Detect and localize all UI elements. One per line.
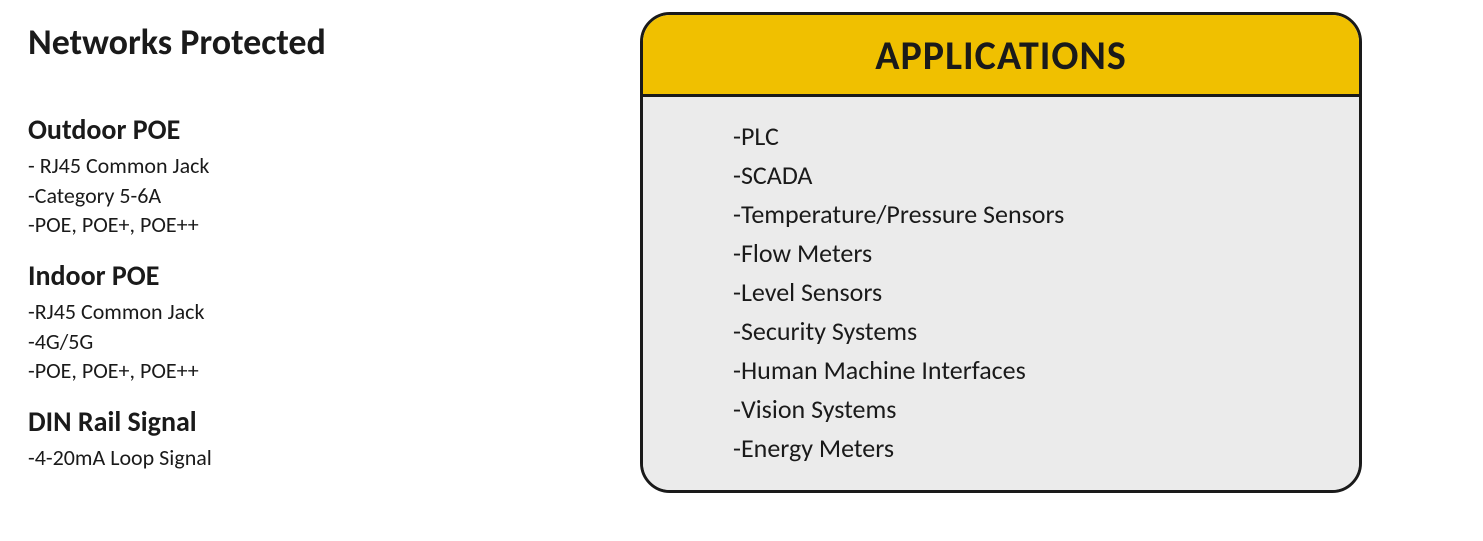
list-item: -POE, POE+, POE++ — [28, 210, 580, 240]
applications-body: -PLC -SCADA -Temperature/Pressure Sensor… — [643, 97, 1359, 490]
networks-protected-column: Networks Protected Outdoor POE - RJ45 Co… — [0, 0, 620, 541]
app-item: -Human Machine Interfaces — [733, 351, 1339, 390]
app-item: -Energy Meters — [733, 429, 1339, 468]
list-item: -POE, POE+, POE++ — [28, 356, 580, 386]
list-item: - RJ45 Common Jack — [28, 151, 580, 181]
list-item: -RJ45 Common Jack — [28, 297, 580, 327]
app-item: -Vision Systems — [733, 390, 1339, 429]
applications-box: APPLICATIONS -PLC -SCADA -Temperature/Pr… — [640, 12, 1362, 493]
app-item: -SCADA — [733, 156, 1339, 195]
list-item: -Category 5-6A — [28, 181, 580, 211]
subheading-indoor-poe: Indoor POE — [28, 258, 580, 293]
app-item: -Flow Meters — [733, 234, 1339, 273]
app-item: -PLC — [733, 117, 1339, 156]
applications-header-text: APPLICATIONS — [875, 31, 1126, 80]
app-item: -Security Systems — [733, 312, 1339, 351]
section-din-rail: DIN Rail Signal -4-20mA Loop Signal — [28, 404, 580, 473]
app-item: -Level Sensors — [733, 273, 1339, 312]
applications-header: APPLICATIONS — [643, 15, 1359, 97]
section-outdoor-poe: Outdoor POE - RJ45 Common Jack -Category… — [28, 112, 580, 240]
applications-column: APPLICATIONS -PLC -SCADA -Temperature/Pr… — [620, 0, 1362, 541]
main-heading: Networks Protected — [28, 20, 580, 64]
list-item: -4G/5G — [28, 327, 580, 357]
app-item: -Temperature/Pressure Sensors — [733, 195, 1339, 234]
subheading-din-rail: DIN Rail Signal — [28, 404, 580, 439]
subheading-outdoor-poe: Outdoor POE — [28, 112, 580, 147]
section-indoor-poe: Indoor POE -RJ45 Common Jack -4G/5G -POE… — [28, 258, 580, 386]
list-item: -4-20mA Loop Signal — [28, 443, 580, 473]
